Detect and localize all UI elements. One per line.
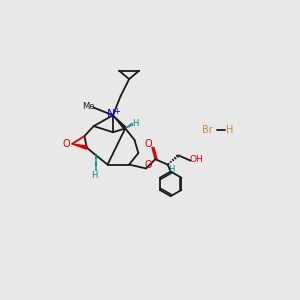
Text: H: H	[168, 166, 175, 175]
Text: +: +	[113, 107, 120, 116]
Text: O: O	[63, 139, 70, 149]
Text: H: H	[132, 118, 139, 127]
Text: Me: Me	[82, 102, 94, 111]
Text: H: H	[91, 171, 98, 180]
Text: O: O	[145, 160, 152, 170]
Polygon shape	[72, 144, 87, 149]
Polygon shape	[113, 115, 126, 129]
Text: OH: OH	[190, 155, 204, 164]
Text: Br: Br	[202, 125, 213, 135]
Text: H: H	[226, 125, 233, 135]
Text: N: N	[107, 109, 116, 119]
Text: O: O	[145, 139, 152, 149]
